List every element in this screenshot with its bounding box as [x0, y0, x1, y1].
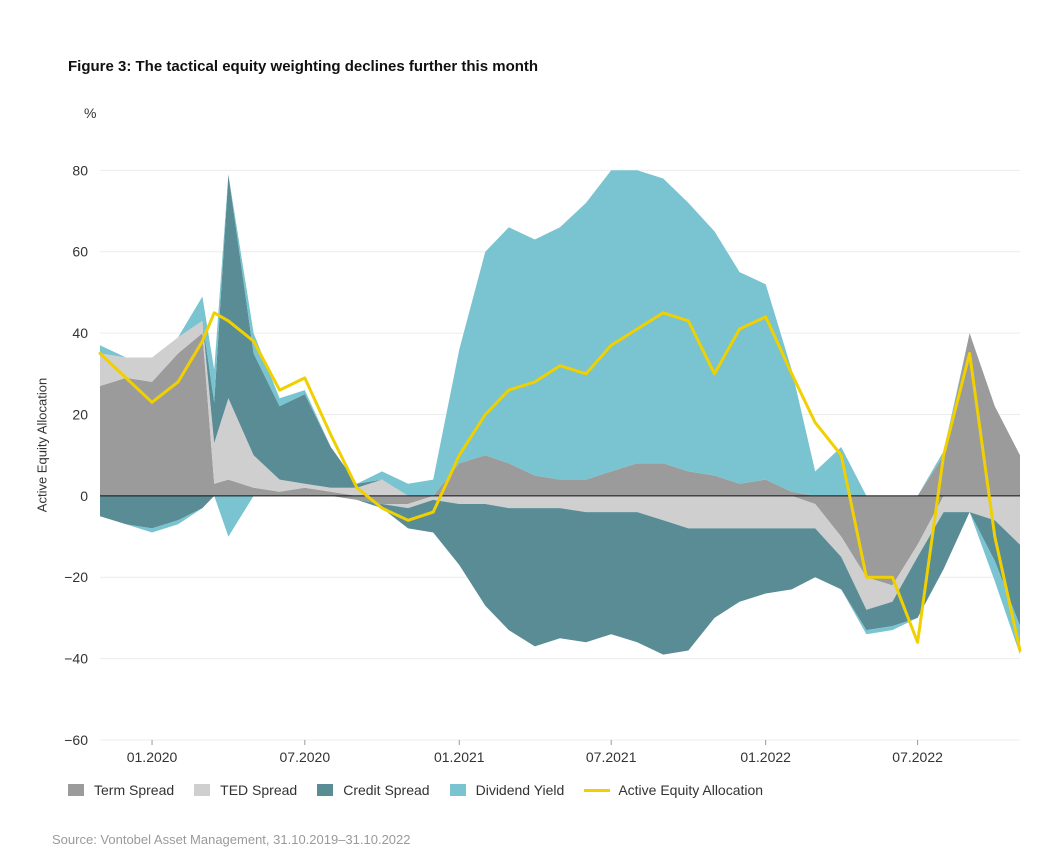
legend-swatch [194, 784, 211, 796]
x-tick-label: 07.2020 [280, 749, 331, 765]
legend-swatch [317, 784, 334, 796]
legend-swatch [449, 784, 466, 796]
line-active-equity-allocation [98, 311, 1022, 652]
area-dividend-yield [100, 170, 1020, 496]
legend-label: Active Equity Allocation [618, 782, 764, 798]
legend-swatch [584, 788, 611, 792]
area-term-spread [100, 333, 1020, 496]
x-tick-label: 07.2022 [892, 749, 943, 765]
y-axis-unit: % [84, 105, 97, 121]
legend-label: Term Spread [94, 782, 175, 798]
legend-label: Credit Spread [343, 782, 430, 798]
x-tick-label: 01.2022 [740, 749, 791, 765]
x-tick-label: 07.2021 [586, 749, 637, 765]
x-tick-label: 01.2020 [127, 749, 178, 765]
area-term-spread [100, 495, 1020, 586]
y-tick-labels: 80 60 40 20 0 −20 −40 −60 [64, 162, 88, 748]
area-series [100, 170, 1020, 655]
y-tick-label: 0 [80, 488, 88, 504]
legend-item-dividend-yield: Dividend Yield [449, 782, 565, 798]
y-tick-label: −20 [64, 569, 88, 585]
area-credit-spread [100, 495, 1020, 655]
legend-label: Dividend Yield [475, 782, 565, 798]
legend-swatch [68, 784, 84, 796]
source-note: Source: Vontobel Asset Management, 31.10… [52, 832, 411, 847]
y-tick-label: 60 [72, 244, 88, 260]
y-tick-label: 40 [72, 325, 88, 341]
line-series [98, 311, 1022, 652]
y-tick-label: −60 [64, 732, 88, 748]
x-tick-label: 01.2021 [434, 749, 485, 765]
chart-area: 80 60 40 20 0 −20 −40 −60 01.2020 07.2020 01.2021… [64, 162, 1022, 765]
area-ted-spread [100, 495, 1020, 610]
legend-label: TED Spread [220, 782, 298, 798]
legend-item-credit-spread: Credit Spread [317, 782, 430, 798]
x-tick-labels: 01.2020 07.2020 01.2021 07.2021 01.2022 07.20… [127, 740, 943, 765]
legend: Term Spread TED Spread Credit Spread Div… [68, 782, 783, 798]
y-tick-label: 80 [72, 162, 88, 178]
legend-item-ted-spread: TED Spread [194, 782, 297, 798]
y-tick-label: −40 [64, 651, 88, 667]
y-tick-label: 20 [72, 406, 88, 422]
legend-item-active-equity-allocation: Active Equity Allocation [584, 782, 763, 798]
legend-item-term-spread: Term Spread [68, 782, 174, 798]
area-ted-spread [100, 320, 1020, 496]
chart-title: Figure 3: The tactical equity weighting … [68, 58, 539, 75]
